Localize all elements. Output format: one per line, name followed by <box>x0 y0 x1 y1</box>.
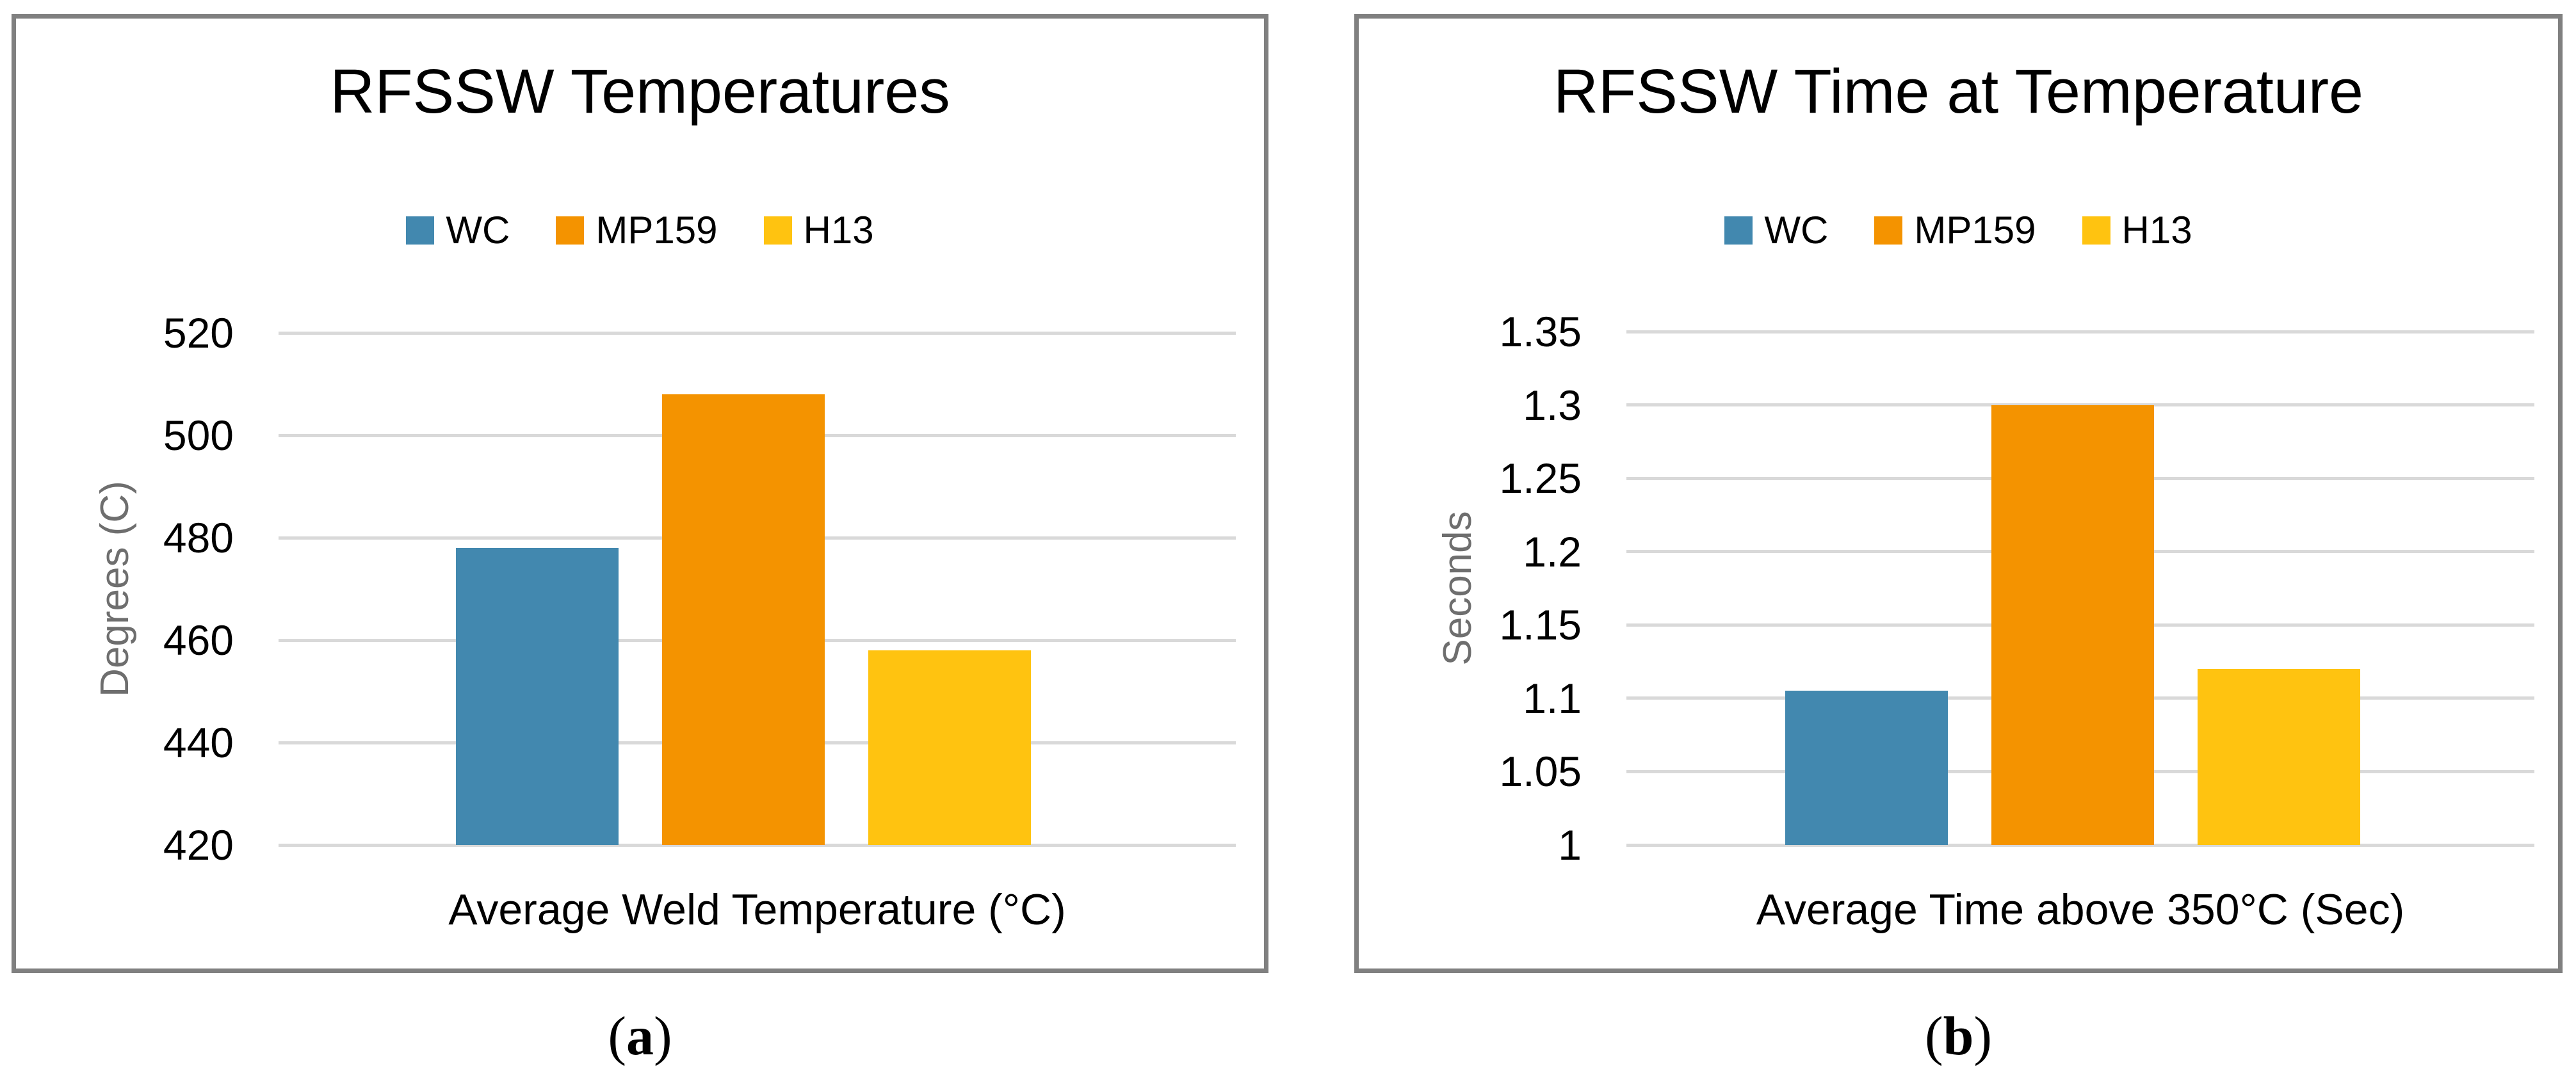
y-axis-title: Degrees (C) <box>93 481 137 697</box>
y-tick-label: 500 <box>163 412 234 459</box>
legend-swatch-icon <box>406 216 435 245</box>
legend-swatch-icon <box>556 216 585 245</box>
legend-label: MP159 <box>595 209 718 252</box>
y-tick-label: 1.2 <box>1523 527 1582 575</box>
subfigure-caption-b: (b) <box>1354 1004 2563 1068</box>
legend-item-h13: H13 <box>2082 208 2192 252</box>
legend-swatch-icon <box>1874 216 1903 245</box>
gridline-y-1.35 <box>1626 330 2534 334</box>
gridline-y-520 <box>279 331 1236 335</box>
y-tick-label: 1.05 <box>1499 748 1582 796</box>
chart-panel-a: RFSSW Temperatures WC MP159 H13 Degrees (C… <box>12 14 1268 973</box>
legend-swatch-icon <box>2082 216 2110 245</box>
y-tick-label: 1.3 <box>1523 381 1582 429</box>
legend-swatch-icon <box>763 216 792 245</box>
y-tick-label: 1.15 <box>1499 601 1582 649</box>
bar-mp159 <box>1991 405 2154 845</box>
y-tick-label: 1.25 <box>1499 454 1582 502</box>
y-tick-label: 480 <box>163 514 234 561</box>
legend-item-wc: WC <box>406 208 510 252</box>
y-tick-label: 420 <box>163 821 234 869</box>
caption-paren: ( <box>1924 1005 1943 1066</box>
caption-paren: ) <box>654 1005 672 1066</box>
y-tick-label: 460 <box>163 616 234 664</box>
legend: WC MP159 H13 <box>16 208 1264 252</box>
caption-letter: a <box>626 1005 654 1066</box>
chart-title: RFSSW Temperatures <box>330 56 950 126</box>
x-axis-title: Average Time above 350°C (Sec) <box>1756 885 2405 934</box>
gridline-y-420 <box>279 843 1236 847</box>
subfigure-caption-a: (a) <box>12 1004 1268 1068</box>
legend-label: MP159 <box>1914 209 2036 252</box>
y-tick-label: 1 <box>1558 821 1582 869</box>
bar-wc <box>456 548 619 845</box>
legend-item-wc: WC <box>1724 208 1828 252</box>
legend-label: WC <box>446 209 510 252</box>
bar-mp159 <box>662 394 825 845</box>
plot-area <box>279 331 1236 847</box>
gridline-y-1 <box>1626 843 2534 847</box>
bar-h13 <box>2198 669 2360 845</box>
y-tick-label: 1.35 <box>1499 308 1582 355</box>
y-tick-label: 1.1 <box>1523 674 1582 722</box>
x-axis-title: Average Weld Temperature (°C) <box>448 885 1066 934</box>
y-tick-label: 520 <box>163 309 234 357</box>
legend-label: H13 <box>2121 209 2192 252</box>
plot-area <box>1626 330 2534 847</box>
y-tick-label: 440 <box>163 719 234 766</box>
bar-h13 <box>868 650 1031 845</box>
caption-letter: b <box>1943 1005 1974 1066</box>
legend-swatch-icon <box>1724 216 1753 245</box>
legend-item-mp159: MP159 <box>1874 208 2036 252</box>
legend-label: H13 <box>803 209 874 252</box>
legend-label: WC <box>1764 209 1829 252</box>
legend-item-mp159: MP159 <box>556 208 718 252</box>
caption-paren: ( <box>608 1005 626 1066</box>
legend: WC MP159 H13 <box>1359 208 2558 252</box>
legend-item-h13: H13 <box>763 208 874 252</box>
gridline-y-1.3 <box>1626 403 2534 407</box>
chart-title: RFSSW Time at Temperature <box>1553 56 2363 126</box>
bar-wc <box>1785 691 1948 845</box>
chart-panel-b: RFSSW Time at Temperature WC MP159 H13 Sec… <box>1354 14 2563 973</box>
caption-paren: ) <box>1973 1005 1993 1066</box>
